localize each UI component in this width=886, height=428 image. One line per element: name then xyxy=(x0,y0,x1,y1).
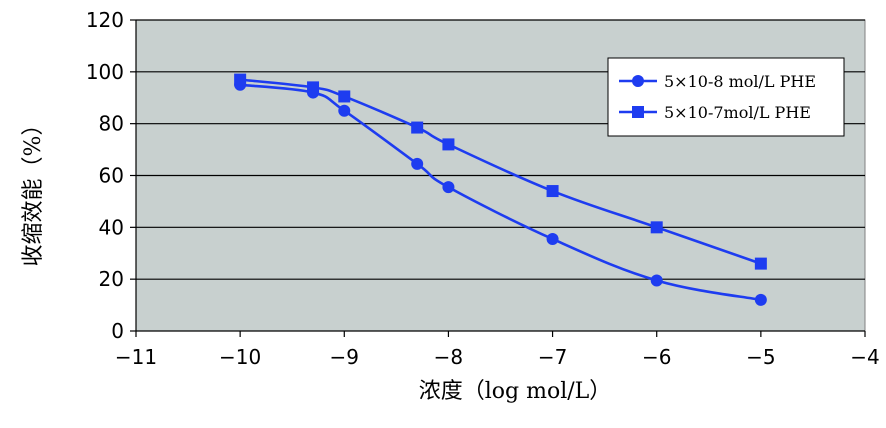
y-tick-label: 40 xyxy=(99,215,124,239)
series-lines xyxy=(234,73,767,306)
legend-item: 5×10-8 mol/L PHE xyxy=(619,72,816,91)
x-axis-title: 浓度（log mol/L） xyxy=(419,379,612,404)
x-tick-label: −8 xyxy=(434,345,463,369)
y-tick-labels: 0 20 40 60 80 100 120 xyxy=(86,8,124,343)
data-point-square xyxy=(442,138,455,151)
legend: 5×10-8 mol/L PHE 5×10-7mol/L PHE xyxy=(607,57,845,137)
y-tick-label: 120 xyxy=(86,8,124,32)
y-tick-label: 80 xyxy=(99,112,124,136)
data-point-circle xyxy=(546,232,559,245)
axes xyxy=(130,19,866,337)
grid-lines xyxy=(136,19,865,280)
legend-item: 5×10-7mol/L PHE xyxy=(619,103,811,122)
data-point-square xyxy=(546,185,559,198)
x-tick-label: −10 xyxy=(219,345,261,369)
x-tick-label: −9 xyxy=(330,345,359,369)
y-tick-label: 20 xyxy=(99,267,124,291)
y-tick-label: 100 xyxy=(86,60,124,84)
x-tick-label: −7 xyxy=(538,345,567,369)
data-point-circle xyxy=(442,181,455,194)
data-point-square xyxy=(650,221,663,234)
series-2 xyxy=(234,73,767,270)
data-point-circle xyxy=(650,274,663,287)
x-tick-label: −11 xyxy=(115,345,157,369)
data-point-circle xyxy=(411,157,424,170)
y-tick-label: 60 xyxy=(99,164,124,188)
x-tick-label: −6 xyxy=(642,345,671,369)
legend-label: 5×10-8 mol/L PHE xyxy=(664,72,816,91)
data-point-circle xyxy=(338,104,351,117)
legend-label: 5×10-7mol/L PHE xyxy=(664,103,811,122)
x-tick-label: −4 xyxy=(850,345,879,369)
x-tick-labels: −11 −10 −9 −8 −7 −6 −5 −4 xyxy=(115,345,880,369)
legend-box xyxy=(607,57,845,137)
data-point-circle xyxy=(754,293,767,306)
legend-marker-circle xyxy=(632,75,644,87)
data-point-square xyxy=(307,81,320,94)
y-axis-title: 收缩效能（%） xyxy=(21,114,46,267)
data-point-square xyxy=(234,73,247,86)
data-point-square xyxy=(338,90,351,103)
data-point-square xyxy=(754,257,767,270)
legend-marker-square xyxy=(632,106,644,118)
data-point-square xyxy=(411,121,424,134)
x-tick-label: −5 xyxy=(746,345,775,369)
y-tick-label: 0 xyxy=(111,319,124,343)
